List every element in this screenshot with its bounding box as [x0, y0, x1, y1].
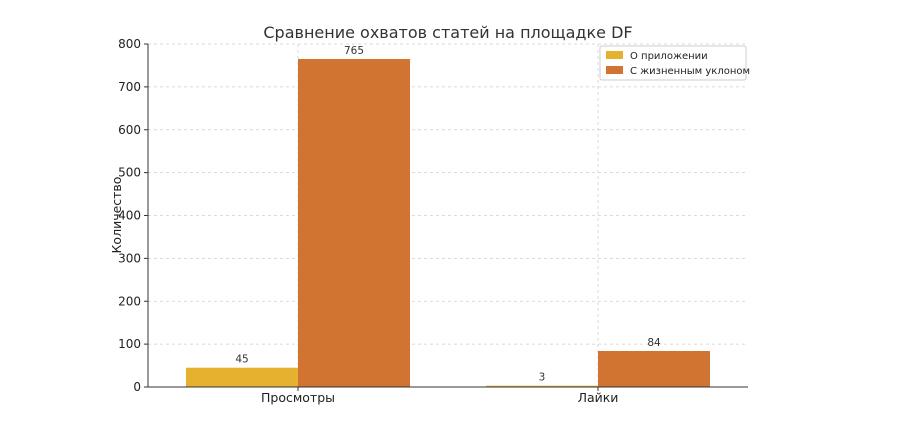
y-axis-label: Количество	[109, 177, 124, 254]
legend-swatch-1	[606, 66, 623, 74]
legend-label-0: О приложении	[630, 51, 708, 62]
data-label: 84	[647, 337, 661, 349]
y-tick-label: 100	[118, 337, 141, 351]
y-tick-label: 800	[118, 37, 141, 51]
y-tick-label: 200	[118, 294, 141, 308]
bar-series-1	[298, 59, 410, 387]
bar-series-0	[486, 385, 598, 387]
x-ticks: Просмотры Лайки	[261, 387, 618, 405]
bar-series-0	[186, 367, 298, 387]
bar-series-1	[598, 350, 710, 387]
y-tick-label: 400	[118, 209, 141, 223]
data-label: 765	[344, 45, 364, 57]
legend-swatch-0	[606, 51, 623, 59]
y-tick-label: 300	[118, 251, 141, 265]
data-label: 3	[539, 372, 546, 384]
data-label: 45	[235, 354, 248, 366]
x-tick-label: Лайки	[578, 390, 619, 405]
y-tick-label: 500	[118, 166, 141, 180]
legend-label-1: С жизненным уклоном	[630, 66, 750, 77]
gridlines	[148, 43, 748, 388]
legend: О приложении С жизненным уклоном	[599, 45, 750, 81]
y-tick-label: 0	[133, 380, 141, 394]
legend-frame	[599, 45, 747, 81]
x-tick-label: Просмотры	[261, 390, 335, 405]
chart-title: Сравнение охватов статей на площадке DF	[263, 23, 632, 42]
bars: 45 765 3 84	[186, 45, 710, 387]
y-tick-label: 700	[118, 80, 141, 94]
y-ticks: 0 100 200 300 400 500 600 700 800	[118, 37, 148, 394]
y-tick-label: 600	[118, 123, 141, 137]
